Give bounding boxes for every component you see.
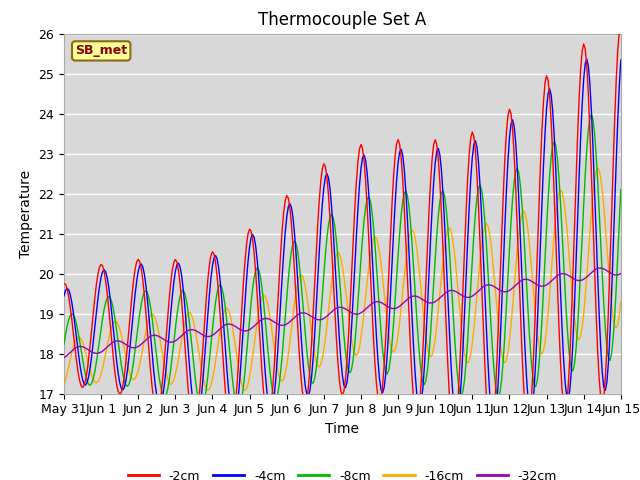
X-axis label: Time: Time: [325, 422, 360, 436]
-2cm: [60, 281, 68, 287]
-8cm: [410, 264, 417, 269]
-16cm: [379, 275, 387, 281]
-2cm: [617, 22, 625, 27]
-2cm: [76, 377, 83, 383]
-32cm: [408, 294, 416, 300]
Line: -16cm: -16cm: [64, 168, 621, 390]
-32cm: [76, 344, 83, 349]
Legend: -2cm, -4cm, -8cm, -16cm, -32cm: -2cm, -4cm, -8cm, -16cm, -32cm: [123, 465, 562, 480]
-4cm: [550, 134, 558, 140]
-32cm: [617, 271, 625, 276]
-8cm: [76, 337, 83, 343]
-8cm: [397, 212, 405, 218]
-4cm: [60, 293, 68, 299]
-16cm: [76, 335, 83, 340]
-16cm: [410, 229, 417, 235]
Title: Thermocouple Set A: Thermocouple Set A: [259, 11, 426, 29]
-4cm: [76, 359, 83, 364]
-8cm: [379, 347, 387, 353]
-32cm: [60, 355, 68, 360]
-32cm: [164, 338, 172, 344]
-4cm: [164, 348, 172, 354]
-2cm: [164, 315, 172, 321]
-8cm: [164, 386, 172, 392]
-8cm: [588, 112, 595, 118]
-4cm: [490, 421, 498, 427]
-2cm: [377, 395, 385, 401]
-16cm: [617, 299, 625, 305]
Line: -8cm: -8cm: [64, 115, 621, 409]
Line: -32cm: -32cm: [64, 268, 621, 358]
-2cm: [487, 436, 495, 442]
-4cm: [396, 149, 403, 155]
-2cm: [408, 373, 416, 379]
Text: SB_met: SB_met: [75, 44, 127, 58]
-16cm: [397, 305, 405, 311]
-4cm: [617, 57, 625, 63]
Line: -4cm: -4cm: [64, 59, 621, 424]
Y-axis label: Temperature: Temperature: [19, 169, 33, 258]
-4cm: [408, 313, 416, 319]
-2cm: [396, 141, 403, 147]
-8cm: [60, 341, 68, 347]
-16cm: [550, 230, 558, 236]
-16cm: [594, 165, 602, 171]
-16cm: [204, 387, 212, 393]
-16cm: [164, 376, 172, 382]
-32cm: [549, 277, 557, 283]
-32cm: [597, 265, 605, 271]
-32cm: [396, 303, 403, 309]
-4cm: [583, 56, 591, 62]
-2cm: [550, 194, 558, 200]
-8cm: [617, 187, 625, 192]
-4cm: [377, 387, 385, 393]
Line: -2cm: -2cm: [64, 24, 621, 439]
-8cm: [550, 139, 558, 144]
-32cm: [377, 300, 385, 305]
-8cm: [235, 407, 243, 412]
-16cm: [60, 383, 68, 389]
